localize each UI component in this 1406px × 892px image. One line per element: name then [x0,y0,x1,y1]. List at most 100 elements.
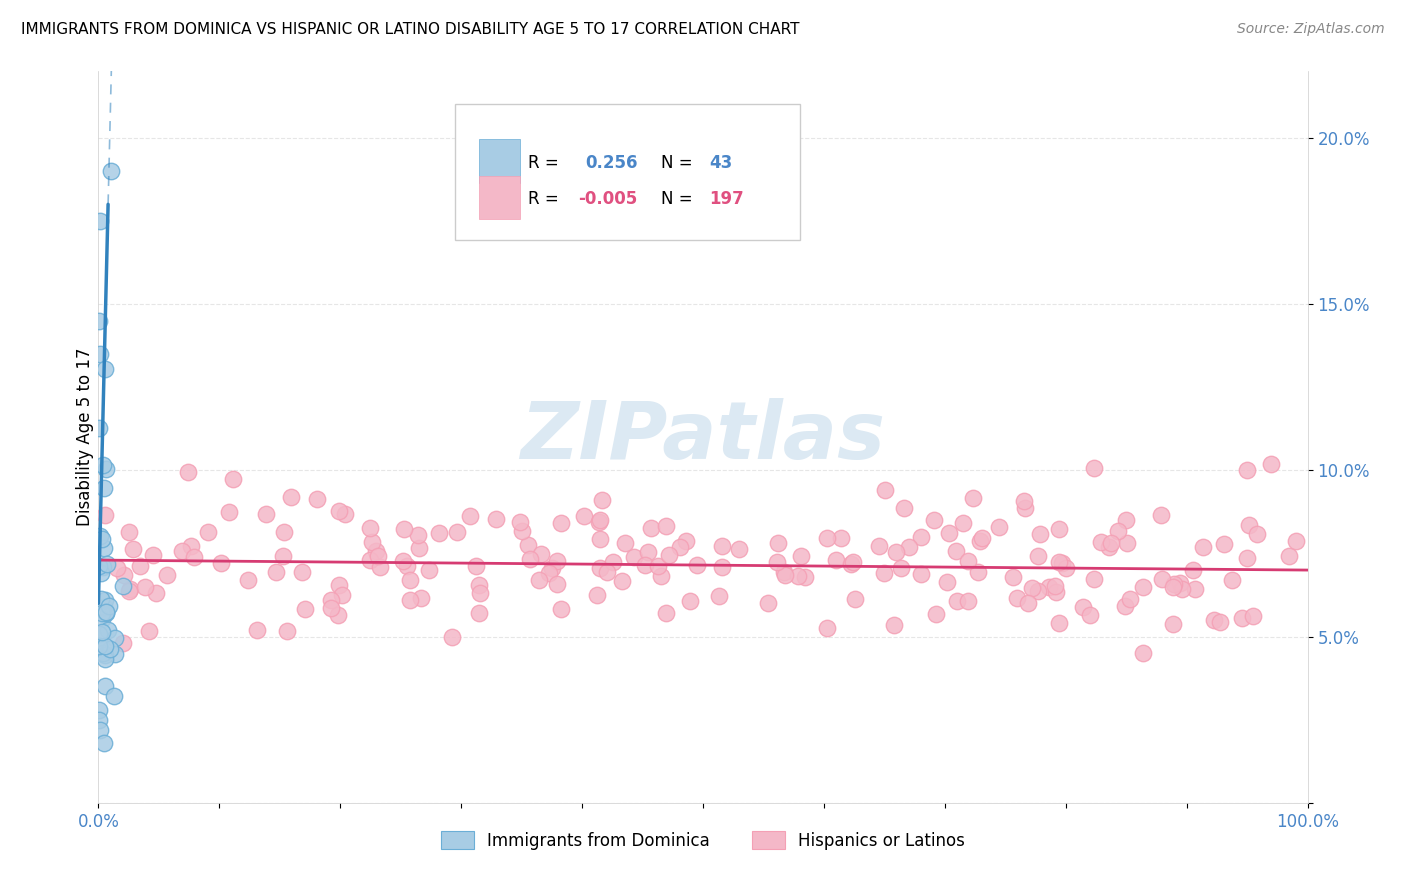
Point [1083,572,1105,586]
Point [93,639,115,653]
Point [773,568,796,582]
Point [686,558,709,573]
Point [440,630,463,644]
Point [1026,549,1049,563]
Point [1220,573,1243,587]
Point [650,568,672,582]
Point [1038,580,1060,594]
Point [1029,527,1052,541]
Point [183,549,205,564]
Point [446,525,468,540]
FancyBboxPatch shape [479,176,520,219]
Point [273,524,295,539]
Point [637,545,659,559]
Point [1078,607,1101,622]
Point [87,703,110,717]
Point [707,589,730,603]
Point [335,508,357,522]
Text: 0.256: 0.256 [586,153,638,172]
Point [90,591,112,606]
Point [647,558,669,573]
Point [97,623,120,637]
Point [962,491,984,505]
Point [1026,584,1049,599]
Point [956,593,979,607]
Point [946,593,969,607]
Point [96,606,118,620]
Point [1184,582,1206,597]
Point [93,599,115,614]
Point [1163,577,1185,591]
Point [89,529,111,543]
Point [391,554,413,568]
Point [328,504,350,518]
Point [93,651,115,665]
FancyBboxPatch shape [456,104,800,240]
Point [924,607,946,621]
Point [111,579,134,593]
Point [710,539,733,553]
Point [794,570,817,584]
Point [868,539,890,553]
Point [142,548,165,562]
Point [408,527,430,541]
Point [824,553,846,567]
Point [103,647,125,661]
Point [1001,570,1024,584]
Point [910,530,932,544]
Point [392,522,415,536]
Point [264,565,287,579]
Point [145,586,167,600]
Point [872,566,894,580]
Point [399,573,422,587]
Point [209,556,232,570]
Point [91,612,114,626]
Point [1236,551,1258,566]
Point [1054,561,1077,575]
Point [602,555,624,569]
Point [111,636,134,650]
Point [176,465,198,479]
Point [519,552,541,566]
Point [328,578,350,592]
Point [91,560,114,574]
Point [772,566,794,580]
Point [89,214,111,228]
Point [875,483,897,498]
Point [1161,580,1184,594]
Point [291,565,314,579]
Point [550,516,572,531]
Point [1171,582,1194,596]
Point [120,582,142,597]
Point [1116,536,1139,550]
Point [957,554,980,568]
Point [1005,591,1028,605]
Point [766,536,789,550]
Point [112,568,135,582]
Point [100,164,122,178]
Point [1049,522,1071,536]
Point [935,574,957,589]
Point [1202,613,1225,627]
Point [98,641,121,656]
Point [1071,600,1094,615]
Text: IMMIGRANTS FROM DOMINICA VS HISPANIC OR LATINO DISABILITY AGE 5 TO 17 CORRELATIO: IMMIGRANTS FROM DOMINICA VS HISPANIC OR … [21,22,800,37]
Point [370,560,392,574]
Point [90,624,112,639]
Point [418,563,440,577]
Point [1107,524,1129,538]
Point [550,601,572,615]
Point [1209,615,1232,629]
Point [1168,576,1191,591]
Point [129,558,152,573]
Y-axis label: Disability Age 5 to 17: Disability Age 5 to 17 [76,348,94,526]
Point [970,531,993,545]
Point [530,547,553,561]
Point [1236,463,1258,477]
Point [222,472,245,486]
Point [218,505,240,519]
Point [134,580,156,594]
Point [728,541,751,556]
Point [236,574,259,588]
Point [1246,526,1268,541]
